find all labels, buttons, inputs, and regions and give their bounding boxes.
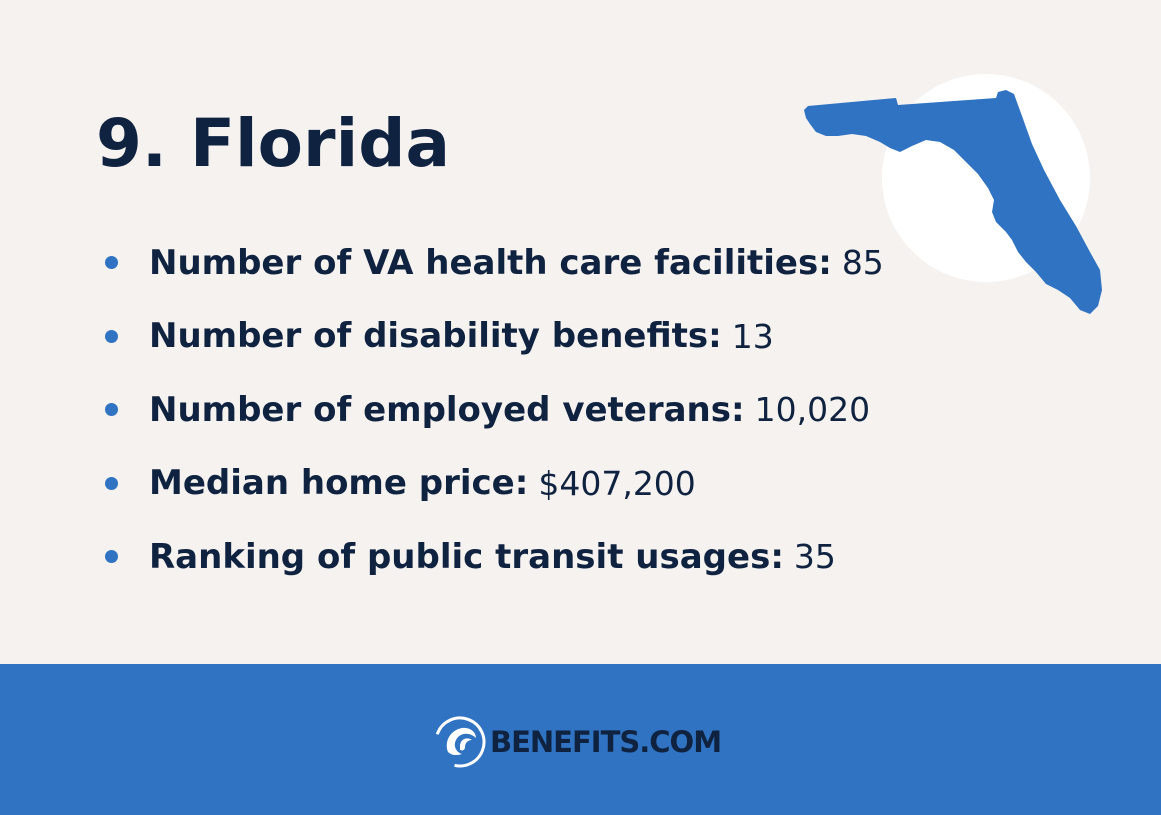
- stat-value: 85: [841, 243, 884, 283]
- stat-item: Number of VA health care facilities: 85: [100, 226, 884, 300]
- page-title: 9. Florida: [96, 105, 450, 182]
- stat-item: Number of employed veterans: 10,020: [100, 373, 884, 447]
- stat-label: Median home price:: [149, 463, 529, 504]
- stat-value: 35: [793, 537, 836, 577]
- bullet-icon: [105, 329, 118, 343]
- stat-label: Number of disability benefits:: [149, 316, 722, 357]
- stat-label: Number of employed veterans:: [149, 389, 745, 430]
- brand-logo: BENEFITS.COM: [434, 716, 722, 768]
- bullet-icon: [105, 550, 118, 564]
- stats-list: Number of VA health care facilities: 85 …: [100, 226, 884, 594]
- stat-item: Ranking of public transit usages: 35: [100, 520, 884, 594]
- bullet-icon: [105, 403, 118, 417]
- bullet-icon: [105, 476, 118, 490]
- stat-label: Number of VA health care facilities:: [149, 242, 832, 283]
- stat-item: Number of disability benefits: 13: [100, 300, 884, 374]
- stat-item: Median home price: $407,200: [100, 447, 884, 521]
- stat-value: 13: [731, 316, 774, 356]
- brand-name: BENEFITS.COM: [490, 725, 722, 759]
- infographic-card: 9. Florida Number of VA health care faci…: [96, 74, 1102, 594]
- stat-value: 10,020: [754, 390, 871, 430]
- benefits-wave-logo-icon: [434, 716, 486, 768]
- bullet-icon: [105, 256, 118, 270]
- footer-bar: [0, 664, 1161, 815]
- florida-map-icon: [804, 74, 1102, 314]
- florida-shape: [804, 90, 1102, 314]
- stat-value: $407,200: [538, 463, 696, 503]
- stat-label: Ranking of public transit usages:: [149, 536, 784, 577]
